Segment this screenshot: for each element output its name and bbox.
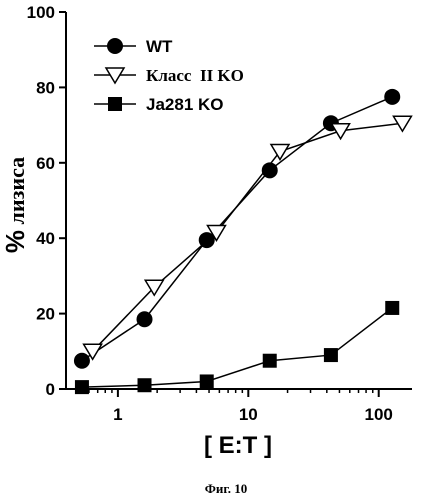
figure-caption: Фиг. 10 [205,481,248,496]
data-point-wt [73,352,90,369]
legend-triangle-marker [104,67,126,85]
legend-square-marker [108,97,122,111]
data-point-ja281-ko [199,374,214,389]
series-line-1 [92,122,403,352]
x-tick-label: 10 [239,405,258,424]
y-axis-label: % лизиса [0,157,30,253]
x-axis-label: [ E:T ] [204,432,272,459]
legend-label-wt: WT [146,37,173,56]
data-point-ja281-ko [262,353,277,368]
data-point-class-ii-ko [206,224,227,243]
data-point-ja281-ko [385,300,400,315]
legend: WT Класс II KO Ja281 KO [94,37,244,114]
legend-item-ja281-ko: Ja281 KO [94,95,224,114]
data-point-wt [261,162,278,179]
y-axis-label-percent: % [0,230,30,253]
x-tick-label: 1 [113,405,122,424]
series-line-0 [81,96,393,362]
legend-circle-marker [107,38,123,54]
plot-area: 0 20 40 60 80 100 1 10 100 [27,3,413,424]
data-point-class-ii-ko [330,123,351,141]
y-axis-label-text: лизиса [4,157,29,230]
data-point-ja281-ko [323,348,338,363]
legend-label-class-ii-ko: Класс II KO [146,66,244,85]
y-tick-label: 80 [36,78,55,97]
legend-item-class-ii-ko: Класс II KO [94,66,244,85]
data-point-class-ii-ko [143,279,165,297]
data-point-wt [136,311,153,328]
data-point-class-ii-ko [392,115,413,133]
series-line-2 [81,307,393,388]
legend-label-ja281-ko: Ja281 KO [146,95,224,114]
data-point-wt [384,88,401,105]
y-tick-label: 60 [36,154,55,173]
data-point-ja281-ko [137,378,152,393]
y-tick-label: 40 [36,229,55,248]
y-tick-label: 0 [46,380,55,399]
y-tick-label: 20 [36,305,55,324]
legend-item-wt: WT [94,37,173,56]
y-tick-label: 100 [27,3,55,22]
series-layer [73,88,413,395]
data-point-class-ii-ko [269,143,291,161]
x-tick-label: 100 [365,405,393,424]
data-point-class-ii-ko [82,343,103,361]
data-point-ja281-ko [74,380,89,395]
y-axis-ticks: 0 20 40 60 80 100 [27,3,66,399]
x-axis-ticks: 1 10 100 [77,389,393,424]
